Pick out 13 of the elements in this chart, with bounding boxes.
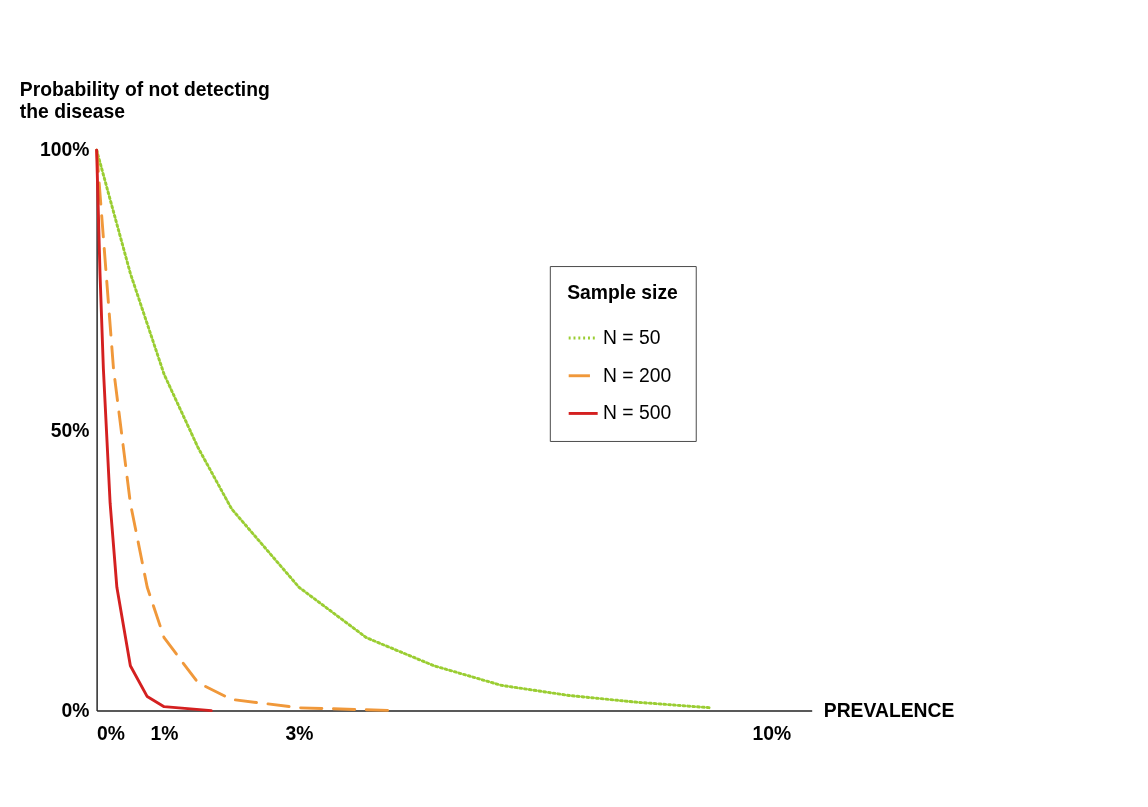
legend-label: N = 500 — [602, 402, 672, 424]
y-tick-label: 50% — [50, 419, 90, 441]
x-tick-label: 3% — [285, 723, 314, 745]
y-tick-label: 100% — [39, 139, 90, 161]
y-axis-title: Probability of not detecting the disease — [19, 79, 270, 122]
x-tick-label: 0% — [97, 723, 126, 745]
x-axis-title: PREVALENCE — [823, 699, 955, 721]
y-tick-label: 0% — [61, 699, 90, 721]
legend-label: N = 50 — [602, 326, 661, 348]
legend-title: Sample size — [567, 281, 679, 303]
x-tick-label: 1% — [150, 723, 179, 745]
legend-label: N = 200 — [602, 364, 672, 386]
x-tick-label: 10% — [752, 723, 792, 745]
